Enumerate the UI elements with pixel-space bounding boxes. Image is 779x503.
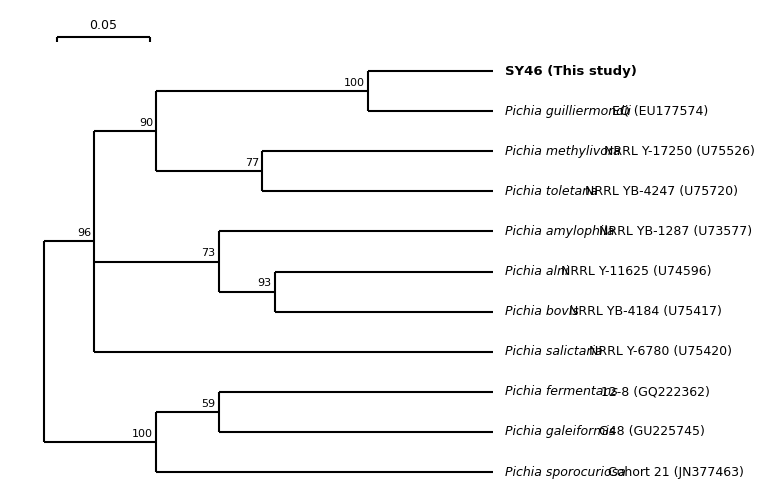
Text: 0.05: 0.05: [90, 19, 118, 32]
Text: Pichia guilliermondii: Pichia guilliermondii: [505, 105, 631, 118]
Text: 90: 90: [139, 118, 153, 128]
Text: 100: 100: [132, 429, 153, 439]
Text: 96: 96: [77, 228, 91, 238]
Text: Pichia galeiformis: Pichia galeiformis: [505, 426, 615, 439]
Text: Pichia toletana: Pichia toletana: [505, 185, 597, 198]
Text: Cohort 21 (JN377463): Cohort 21 (JN377463): [604, 465, 744, 478]
Text: EQ (EU177574): EQ (EU177574): [608, 105, 708, 118]
Text: Pichia methylivora: Pichia methylivora: [505, 145, 621, 158]
Text: NRRL YB-4184 (U75417): NRRL YB-4184 (U75417): [566, 305, 722, 318]
Text: NRRL Y-6780 (U75420): NRRL Y-6780 (U75420): [585, 345, 732, 358]
Text: Pichia sporocuriosa: Pichia sporocuriosa: [505, 465, 626, 478]
Text: 100: 100: [344, 78, 365, 88]
Text: Pichia fermentans: Pichia fermentans: [505, 385, 618, 398]
Text: 77: 77: [245, 158, 259, 168]
Text: Pichia bovis: Pichia bovis: [505, 305, 579, 318]
Text: 73: 73: [202, 248, 216, 259]
Text: NRRL Y-11625 (U74596): NRRL Y-11625 (U74596): [557, 265, 711, 278]
Text: Pichia salictaria: Pichia salictaria: [505, 345, 603, 358]
Text: SY46 (This study): SY46 (This study): [505, 64, 637, 77]
Text: 93: 93: [258, 278, 272, 288]
Text: NRRL YB-1287 (U73577): NRRL YB-1287 (U73577): [594, 225, 752, 238]
Text: 12-8 (GQ222362): 12-8 (GQ222362): [597, 385, 710, 398]
Text: Pichia amylophila: Pichia amylophila: [505, 225, 615, 238]
Text: G48 (GU225745): G48 (GU225745): [595, 426, 705, 439]
Text: Pichia alni: Pichia alni: [505, 265, 569, 278]
Text: NRRL Y-17250 (U75526): NRRL Y-17250 (U75526): [600, 145, 755, 158]
Text: NRRL YB-4247 (U75720): NRRL YB-4247 (U75720): [581, 185, 738, 198]
Text: 59: 59: [202, 399, 216, 408]
